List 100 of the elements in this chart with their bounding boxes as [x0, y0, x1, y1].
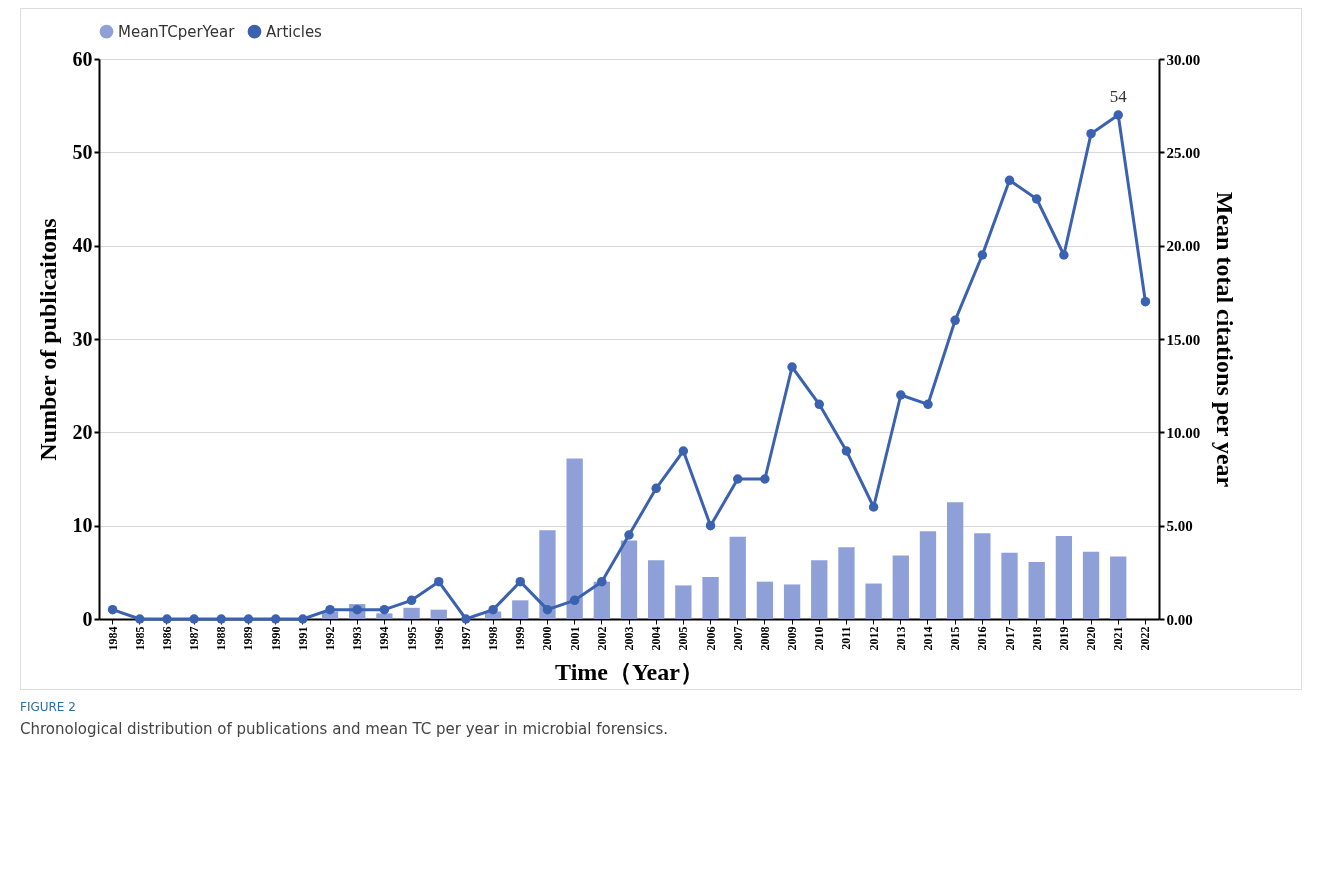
bar	[1001, 552, 1018, 619]
x-tick-label: 2022	[1138, 626, 1153, 651]
point	[705, 520, 716, 531]
point	[434, 576, 444, 587]
bar	[566, 458, 583, 619]
x-tick-label: 1996	[431, 626, 446, 651]
point	[569, 595, 580, 606]
bar	[756, 581, 774, 619]
y-tick-label: 30	[72, 327, 93, 350]
y-tick-label: 50	[72, 140, 93, 163]
point	[488, 604, 498, 615]
point	[868, 502, 879, 512]
x-tick-label: 2021	[1111, 626, 1126, 651]
y2-axis-title: Mean total citations per year	[1212, 191, 1239, 488]
x-tick-label: 1993	[350, 626, 365, 651]
x-tick-label: 1988	[214, 626, 229, 651]
x-tick-label: 2009	[785, 626, 800, 651]
point	[406, 595, 417, 606]
y2-tick-label: 5.00	[1166, 518, 1193, 535]
point	[624, 530, 634, 540]
bar	[783, 584, 801, 619]
x-tick-label: 2004	[649, 626, 664, 651]
point	[379, 604, 390, 615]
y-tick-label: 20	[72, 420, 93, 443]
x-tick-label: 2006	[703, 626, 718, 651]
data-label: 54	[1109, 87, 1128, 106]
point	[923, 399, 933, 410]
bar	[512, 600, 529, 619]
point	[977, 250, 988, 260]
x-tick-label: 2016	[975, 626, 990, 651]
point	[597, 576, 607, 587]
bar	[648, 560, 665, 619]
point	[515, 576, 526, 587]
point	[216, 614, 227, 624]
y2-tick-label: 25.00	[1166, 144, 1201, 161]
bar	[865, 583, 882, 619]
x-tick-label: 2002	[594, 626, 609, 651]
point	[841, 446, 852, 456]
x-tick-label: 2017	[1002, 626, 1017, 651]
point	[298, 614, 308, 624]
point	[1004, 175, 1015, 186]
point	[787, 362, 797, 372]
bar	[376, 613, 393, 619]
bar	[675, 585, 692, 619]
point	[1086, 128, 1096, 139]
point	[651, 483, 661, 494]
bar	[838, 547, 855, 619]
x-tick-label: 2020	[1084, 626, 1099, 651]
x-tick-label: 1998	[486, 626, 501, 651]
bar	[539, 530, 556, 619]
point	[678, 446, 689, 456]
point	[1059, 250, 1069, 260]
x-tick-label: 1995	[404, 626, 419, 651]
bar	[403, 607, 420, 619]
x-tick-label: 2019	[1056, 626, 1071, 651]
bar	[1028, 562, 1045, 619]
y-tick-label: 0	[82, 607, 93, 630]
point	[461, 614, 471, 624]
y-tick-label: 40	[72, 234, 93, 257]
y-axis-title: Number of publicaitons	[34, 218, 61, 461]
x-tick-label: 2010	[812, 626, 827, 651]
point	[896, 390, 906, 400]
x-tick-label: 2018	[1029, 626, 1044, 651]
x-tick-label: 1999	[513, 626, 528, 651]
point	[950, 315, 960, 326]
x-tick-label: 2014	[920, 626, 935, 651]
x-tick-label: 1997	[458, 626, 473, 651]
text: Chronological distribution of publications and mean TC per year in microbial forensics.	[20, 719, 670, 740]
bar	[919, 531, 937, 619]
y2-tick-label: 20.00	[1166, 238, 1201, 255]
x-tick-label: 2011	[839, 626, 854, 650]
x-tick-label: 1987	[187, 626, 202, 651]
x-tick-label: 2012	[866, 626, 881, 651]
y2-tick-label: 30.00	[1166, 51, 1201, 68]
bar	[1110, 556, 1127, 619]
point	[325, 604, 335, 615]
bar	[974, 533, 991, 619]
y-tick-label: 60	[72, 47, 93, 70]
bar	[702, 577, 719, 619]
x-tick-label: 1989	[241, 626, 256, 651]
bar	[593, 581, 610, 619]
y2-tick-label: 10.00	[1166, 424, 1201, 441]
legend-label: Articles	[266, 22, 323, 41]
x-tick-label: 2000	[540, 626, 555, 651]
bar	[1082, 551, 1100, 619]
bar	[892, 555, 909, 619]
point	[270, 614, 281, 624]
caption: FIGURE 2	[20, 699, 77, 716]
bar	[620, 540, 638, 619]
point	[1140, 296, 1151, 307]
y2-tick-label: 15.00	[1166, 331, 1201, 348]
point	[135, 614, 145, 624]
point	[107, 604, 118, 615]
bar	[729, 536, 746, 619]
x-tick-label: 1994	[377, 626, 392, 651]
x-tick-label: 2013	[893, 626, 908, 651]
point	[189, 614, 199, 624]
point	[814, 399, 824, 410]
point	[542, 604, 553, 615]
x-tick-label: 2005	[676, 626, 691, 651]
